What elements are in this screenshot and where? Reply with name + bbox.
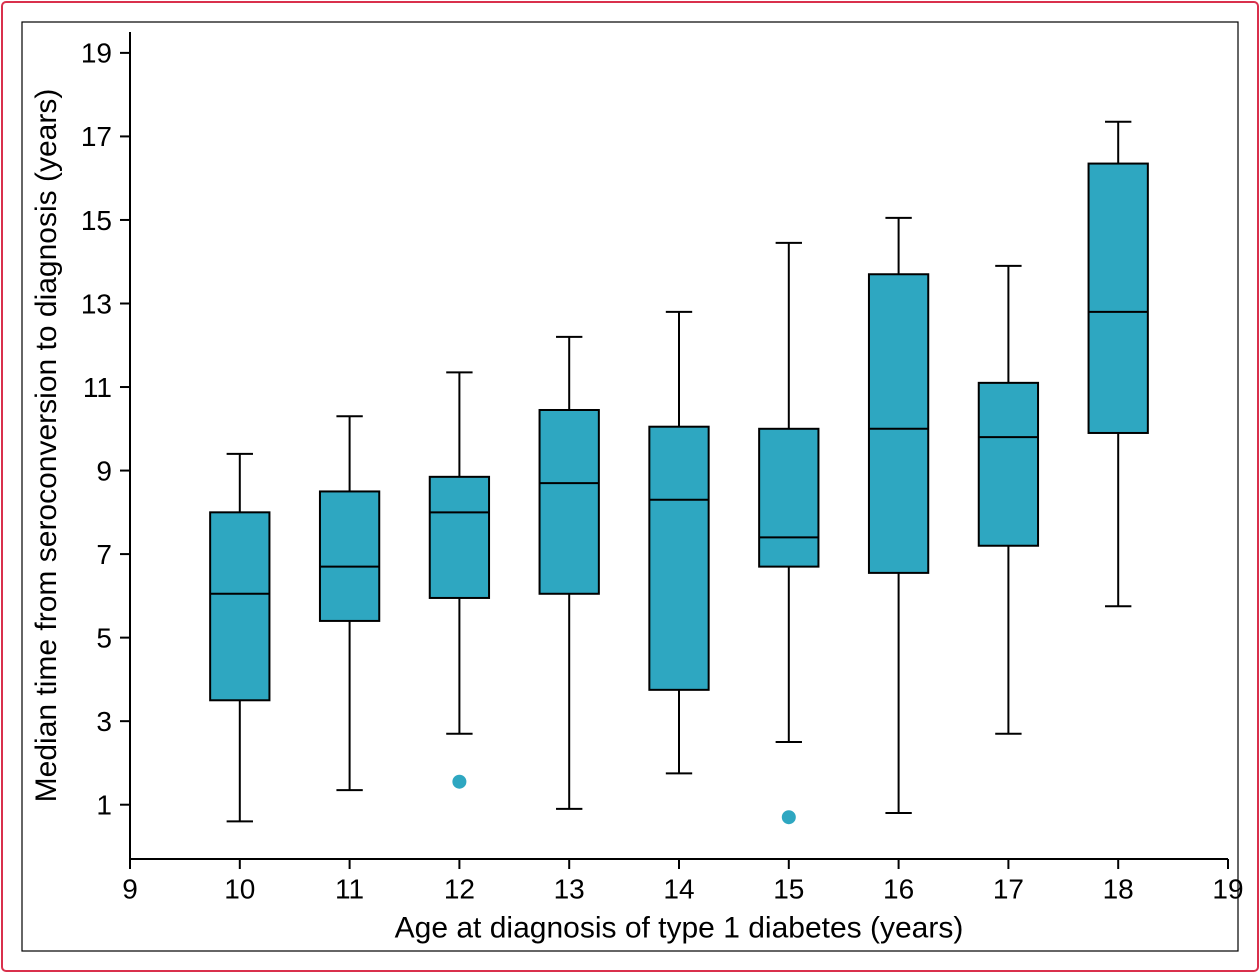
x-tick-label: 10	[224, 873, 255, 904]
y-tick-label: 15	[81, 205, 112, 236]
x-tick-label: 19	[1212, 873, 1243, 904]
x-axis-label: Age at diagnosis of type 1 diabetes (yea…	[395, 911, 964, 944]
x-tick-label: 13	[554, 873, 585, 904]
y-tick-label: 11	[83, 372, 112, 403]
outlier-point	[452, 775, 466, 789]
iqr-box	[1089, 164, 1148, 433]
x-tick-label: 14	[663, 873, 694, 904]
x-tick-label: 16	[883, 873, 914, 904]
outlier-point	[782, 810, 796, 824]
x-tick-label: 12	[444, 873, 475, 904]
x-tick-label: 9	[122, 873, 138, 904]
iqr-box	[979, 383, 1038, 546]
y-tick-label: 1	[96, 790, 112, 821]
chart-svg: 910111213141516171819Age at diagnosis of…	[0, 0, 1260, 973]
x-tick-label: 11	[335, 873, 364, 904]
iqr-box	[210, 512, 269, 700]
iqr-box	[759, 429, 818, 567]
y-tick-label: 9	[96, 455, 112, 486]
iqr-box	[649, 427, 708, 690]
iqr-box	[540, 410, 599, 594]
y-tick-label: 3	[96, 706, 112, 737]
x-tick-label: 17	[993, 873, 1024, 904]
iqr-box	[430, 477, 489, 598]
y-axis-label: Median time from seroconversion to diagn…	[30, 89, 63, 803]
x-tick-label: 15	[773, 873, 804, 904]
y-tick-label: 7	[96, 539, 112, 570]
iqr-box	[869, 274, 928, 573]
y-tick-label: 19	[81, 38, 112, 69]
y-tick-label: 17	[81, 121, 112, 152]
boxplot-chart: 910111213141516171819Age at diagnosis of…	[0, 0, 1260, 973]
x-tick-label: 18	[1103, 873, 1134, 904]
iqr-box	[320, 491, 379, 620]
y-tick-label: 5	[96, 622, 112, 653]
y-tick-label: 13	[81, 288, 112, 319]
